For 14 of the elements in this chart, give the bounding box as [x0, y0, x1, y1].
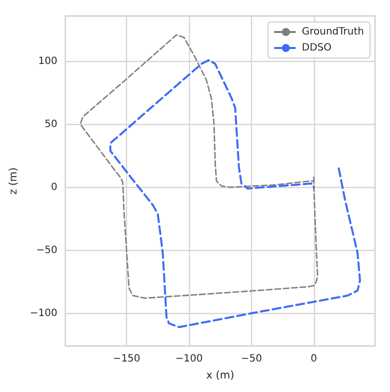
y-tick-label: −50 [36, 244, 58, 256]
x-axis-title: x (m) [206, 370, 234, 382]
y-tick-label: −100 [30, 308, 58, 319]
legend-label: GroundTruth [302, 26, 364, 38]
x-tick-label: −50 [240, 354, 262, 364]
y-tick-label: 100 [38, 56, 58, 67]
x-tick-label: 0 [310, 354, 318, 364]
x-tick-label: −100 [175, 354, 203, 364]
y-tick-label: 50 [44, 118, 58, 130]
legend-label: DDSO [302, 42, 332, 54]
x-tick-label: −150 [112, 354, 140, 364]
y-tick-label: 0 [50, 182, 58, 193]
y-axis-title: z (m) [8, 167, 20, 195]
line-series [109, 59, 362, 328]
